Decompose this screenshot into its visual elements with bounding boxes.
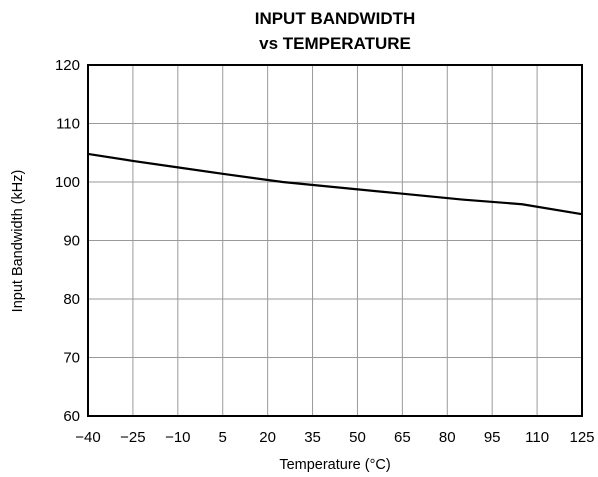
y-tick-label: 100 bbox=[55, 174, 80, 191]
data-point bbox=[281, 181, 284, 183]
x-tick-label: −10 bbox=[165, 429, 190, 446]
x-tick-label: 20 bbox=[259, 429, 276, 446]
plot-frame bbox=[87, 64, 583, 417]
x-tick-label: 35 bbox=[304, 429, 321, 446]
y-tick-label: 120 bbox=[55, 57, 80, 74]
y-tick-label: 60 bbox=[63, 408, 80, 425]
x-tick-label: 95 bbox=[484, 429, 501, 446]
data-point bbox=[341, 187, 344, 189]
y-tick-label: 110 bbox=[56, 116, 80, 133]
x-tick-label: 125 bbox=[569, 429, 594, 446]
y-tick-label: 70 bbox=[63, 350, 80, 367]
x-tick-labels: −40 −25 −10 5 20 35 50 65 80 95 110 125 bbox=[75, 429, 594, 446]
x-tick-label: −25 bbox=[120, 429, 145, 446]
grid bbox=[88, 65, 582, 416]
x-tick-label: 65 bbox=[394, 429, 411, 446]
chart-title-line-1: INPUT BANDWIDTH bbox=[255, 9, 416, 28]
x-tick-label: 50 bbox=[349, 429, 366, 446]
y-tick-label: 80 bbox=[63, 291, 80, 308]
data-point bbox=[401, 192, 404, 195]
chart-title-line-2: vs TEMPERATURE bbox=[259, 34, 411, 53]
data-point bbox=[521, 203, 523, 206]
x-tick-label: 80 bbox=[439, 429, 456, 446]
y-tick-label: 90 bbox=[63, 233, 80, 250]
series-layer bbox=[87, 152, 583, 216]
data-point bbox=[221, 173, 224, 175]
x-tick-label: 110 bbox=[525, 429, 549, 446]
y-tick-labels: 60 70 80 90 100 110 120 bbox=[55, 57, 80, 425]
series-line bbox=[87, 152, 583, 216]
y-axis-label: Input Bandwidth (kHz) bbox=[10, 170, 26, 313]
x-tick-label: −40 bbox=[75, 429, 100, 446]
x-axis-label: Temperature (°C) bbox=[279, 457, 390, 473]
data-point bbox=[132, 160, 134, 162]
x-tick-label: 5 bbox=[219, 429, 227, 446]
data-point bbox=[177, 166, 179, 169]
data-point bbox=[461, 198, 464, 201]
